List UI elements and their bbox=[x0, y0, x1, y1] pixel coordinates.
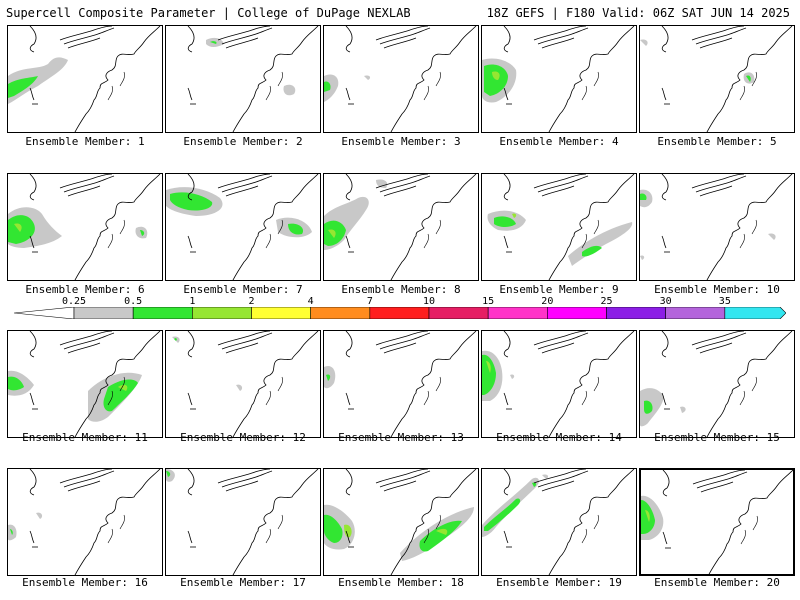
scale-tick-label: 2 bbox=[248, 296, 255, 307]
ensemble-member-caption: Ensemble Member: 8 bbox=[341, 283, 461, 296]
scale-tick-label: 30 bbox=[659, 296, 672, 307]
map-graphic bbox=[166, 174, 319, 280]
map-graphic bbox=[8, 469, 161, 575]
ensemble-member-map[interactable] bbox=[323, 330, 479, 438]
ensemble-member-map[interactable] bbox=[639, 25, 795, 133]
page-title: Supercell Composite Parameter | College … bbox=[6, 6, 411, 20]
map-graphic bbox=[487, 174, 635, 280]
ensemble-member-caption: Ensemble Member: 6 bbox=[25, 283, 145, 296]
ensemble-member-map[interactable] bbox=[481, 25, 637, 133]
ensemble-member-map[interactable] bbox=[323, 468, 479, 576]
scale-segment bbox=[73, 307, 134, 319]
map-graphic bbox=[640, 26, 793, 132]
scale-tick-label: 25 bbox=[600, 296, 613, 307]
ensemble-member-map[interactable] bbox=[165, 173, 321, 281]
valid-time-label: 18Z GEFS | F180 Valid: 06Z SAT JUN 14 20… bbox=[486, 6, 790, 20]
scale-segment bbox=[192, 307, 252, 319]
ensemble-member-map[interactable] bbox=[7, 25, 163, 133]
scale-segment bbox=[251, 307, 311, 319]
map-graphic bbox=[641, 470, 793, 574]
map-graphic bbox=[8, 174, 161, 280]
ensemble-member-map[interactable] bbox=[7, 173, 163, 281]
scale-low-end bbox=[14, 307, 75, 319]
scale-segment bbox=[369, 307, 430, 319]
map-graphic bbox=[482, 331, 635, 437]
scale-segment bbox=[132, 307, 193, 319]
map-graphic bbox=[640, 331, 793, 437]
scale-tick-label: 10 bbox=[422, 296, 436, 307]
ensemble-member-map[interactable] bbox=[639, 173, 795, 281]
ensemble-member-caption: Ensemble Member: 3 bbox=[341, 135, 461, 148]
ensemble-member-caption: Ensemble Member: 14 bbox=[496, 431, 622, 444]
color-scale-bar bbox=[14, 307, 786, 319]
ensemble-member-map[interactable] bbox=[639, 330, 795, 438]
ensemble-member-caption: Ensemble Member: 18 bbox=[338, 576, 464, 589]
scale-tick-label: 20 bbox=[541, 296, 554, 307]
scale-segment bbox=[724, 307, 786, 319]
ensemble-member-caption: Ensemble Member: 4 bbox=[499, 135, 619, 148]
ensemble-member-map[interactable] bbox=[323, 173, 479, 281]
scale-tick-label: 15 bbox=[482, 296, 495, 307]
ensemble-member-caption: Ensemble Member: 13 bbox=[338, 431, 464, 444]
scale-tick-label: 0.5 bbox=[124, 296, 143, 307]
ensemble-member-caption: Ensemble Member: 15 bbox=[654, 431, 780, 444]
map-graphic bbox=[482, 469, 635, 575]
ensemble-member-caption: Ensemble Member: 1 bbox=[25, 135, 145, 148]
map-graphic bbox=[324, 26, 477, 132]
ensemble-member-map[interactable] bbox=[323, 25, 479, 133]
map-graphic bbox=[324, 331, 477, 437]
map-graphic bbox=[166, 469, 319, 575]
ensemble-member-caption: Ensemble Member: 11 bbox=[22, 431, 148, 444]
scale-tick-label: 1 bbox=[189, 296, 196, 307]
map-graphic bbox=[187, 26, 319, 132]
ensemble-member-map[interactable] bbox=[639, 468, 795, 576]
ensemble-member-caption: Ensemble Member: 12 bbox=[180, 431, 306, 444]
ensemble-member-caption: Ensemble Member: 20 bbox=[654, 576, 780, 589]
scale-segment bbox=[547, 307, 607, 319]
ensemble-member-map[interactable] bbox=[481, 173, 637, 281]
ensemble-member-map[interactable] bbox=[165, 25, 321, 133]
scale-segment bbox=[487, 307, 548, 319]
ensemble-member-caption: Ensemble Member: 10 bbox=[654, 283, 780, 296]
scale-segment bbox=[310, 307, 371, 319]
map-graphic bbox=[324, 174, 477, 280]
scale-segment bbox=[665, 307, 726, 319]
ensemble-member-caption: Ensemble Member: 16 bbox=[22, 576, 148, 589]
ensemble-member-map[interactable] bbox=[481, 468, 637, 576]
ensemble-member-caption: Ensemble Member: 9 bbox=[499, 283, 619, 296]
scale-tick-label: 0.25 bbox=[61, 296, 87, 307]
ensemble-member-caption: Ensemble Member: 7 bbox=[183, 283, 303, 296]
ensemble-member-map[interactable] bbox=[7, 330, 163, 438]
ensemble-member-caption: Ensemble Member: 19 bbox=[496, 576, 622, 589]
ensemble-member-caption: Ensemble Member: 2 bbox=[183, 135, 303, 148]
scale-segment bbox=[606, 307, 666, 319]
map-graphic bbox=[8, 331, 161, 437]
map-graphic bbox=[482, 26, 635, 132]
scale-tick-label: 7 bbox=[366, 296, 373, 307]
ensemble-member-map[interactable] bbox=[481, 330, 637, 438]
scale-tick-label: 4 bbox=[307, 296, 314, 307]
scale-segment bbox=[428, 307, 489, 319]
ensemble-member-map[interactable] bbox=[165, 468, 321, 576]
ensemble-member-map[interactable] bbox=[165, 330, 321, 438]
map-graphic bbox=[324, 469, 477, 575]
map-graphic bbox=[640, 174, 793, 280]
map-graphic bbox=[8, 26, 161, 132]
scale-tick-label: 35 bbox=[718, 296, 731, 307]
map-graphic bbox=[172, 331, 319, 437]
ensemble-member-caption: Ensemble Member: 5 bbox=[657, 135, 777, 148]
ensemble-member-caption: Ensemble Member: 17 bbox=[180, 576, 306, 589]
ensemble-member-map[interactable] bbox=[7, 468, 163, 576]
